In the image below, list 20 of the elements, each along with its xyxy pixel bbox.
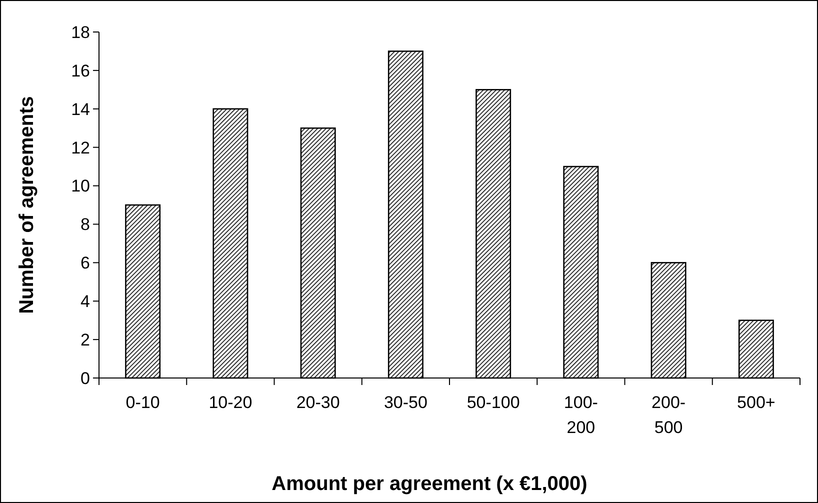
y-tick-label: 8 (80, 215, 90, 234)
x-tick-label: 20-30 (296, 393, 340, 412)
x-tick-label: 500+ (737, 393, 776, 412)
y-tick-label: 16 (71, 61, 90, 80)
x-tick-label: 100-200 (564, 393, 598, 437)
x-tick-label: 200-500 (652, 393, 686, 437)
x-tick-label: 10-20 (208, 393, 252, 412)
y-tick-label: 4 (80, 292, 90, 312)
y-tick-label: 10 (71, 176, 90, 196)
y-tick-label: 0 (80, 368, 90, 388)
y-tick-label: 18 (71, 22, 90, 42)
y-axis-title: Number of agreements (16, 96, 38, 314)
y-tick-label: 14 (71, 100, 90, 119)
x-tick-label: 30-50 (384, 393, 428, 412)
x-axis-title: Amount per agreement (x €1,000) (272, 473, 588, 495)
y-tick-label: 6 (80, 254, 90, 273)
x-tick-label: 50-100 (466, 393, 520, 412)
y-tick-label: 2 (80, 330, 90, 350)
y-tick-label: 12 (71, 138, 90, 158)
x-tick-label: 0-10 (126, 393, 160, 412)
